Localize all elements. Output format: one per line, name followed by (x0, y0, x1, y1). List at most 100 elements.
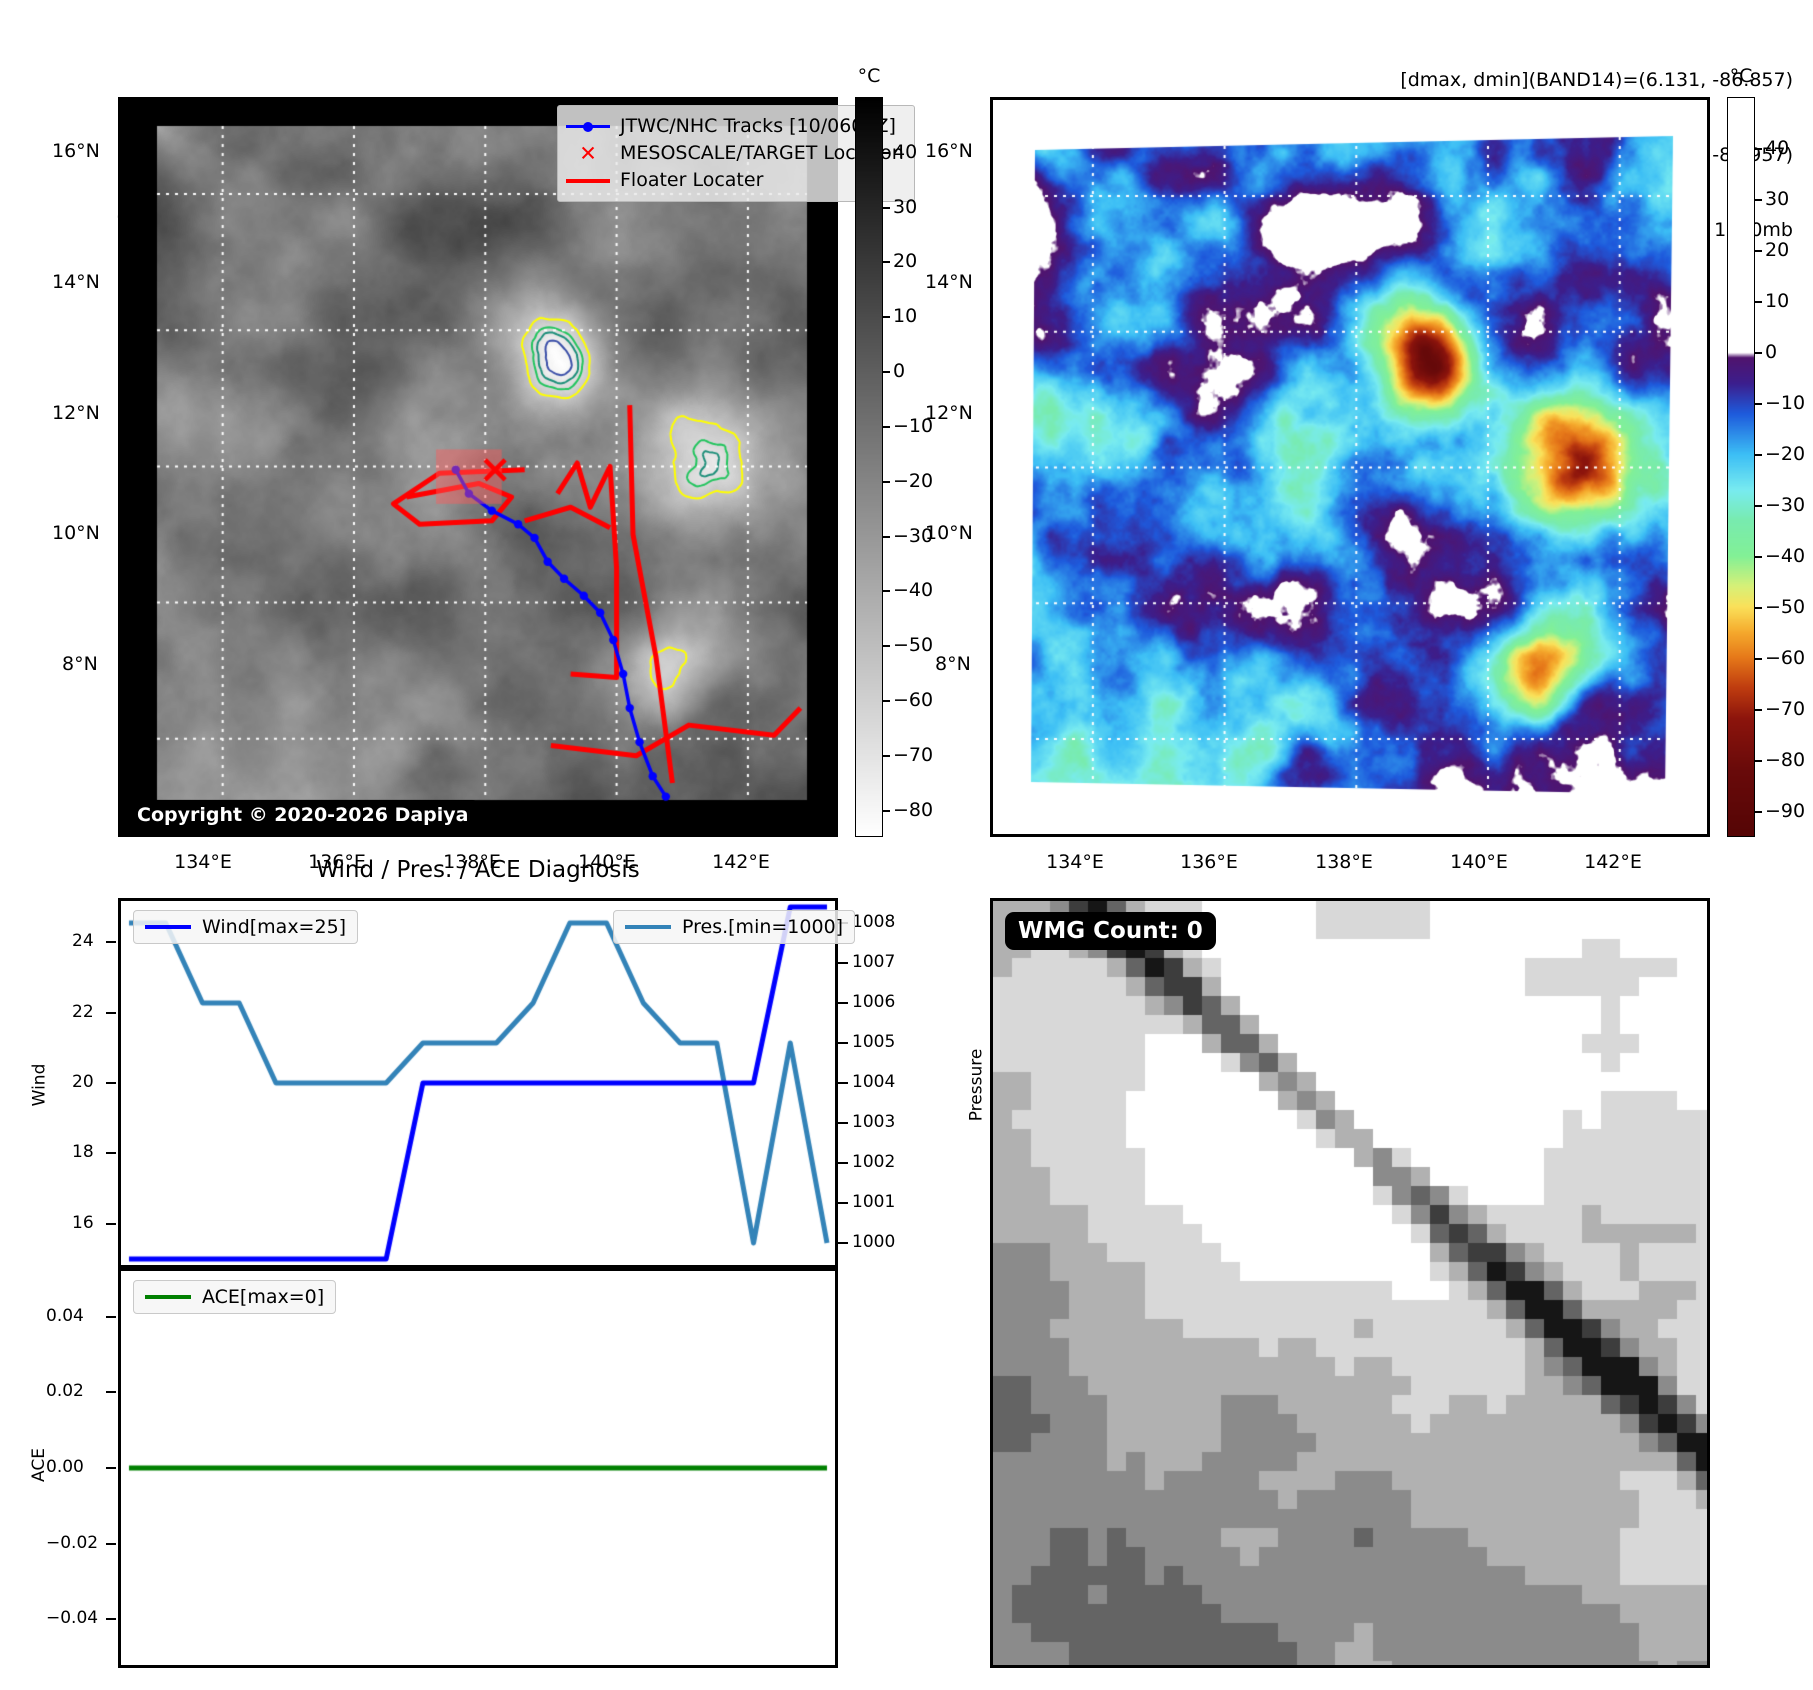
colorbar-tick-label: −50 (882, 634, 934, 657)
colorbar-tick-label: −60 (882, 688, 934, 711)
wind-tick-label: 22 (72, 1001, 94, 1022)
colorbar-gradient (855, 97, 883, 837)
wind-tick-label: 24 (72, 931, 94, 952)
wmg-count-badge: WMG Count: 0 (1005, 912, 1216, 950)
track-line-icon (566, 118, 610, 136)
ace-legend: ACE[max=0] (133, 1280, 337, 1314)
pressure-tick-mark (838, 962, 848, 964)
wind-tick-mark (106, 941, 116, 944)
legend-label: MESOSCALE/TARGET Location (620, 142, 904, 164)
awv-enhanced-panel[interactable] (990, 97, 1710, 837)
pressure-tick-mark (838, 1002, 848, 1004)
pressure-tick-label: 1002 (852, 1152, 896, 1172)
colorbar-tick-label: −10 (1754, 392, 1806, 415)
wind-axis-label: Wind (29, 1063, 50, 1107)
colorbar-tick-label: 0 (882, 360, 906, 383)
legend-row-floater: Floater Locater (566, 167, 904, 194)
ace-axis-label: ACE (28, 1448, 49, 1482)
colorbar-ticks: 40 30 20 10 0 −10 −20 −30 −40 −50 −60 −70 −80 (882, 97, 953, 837)
wind-pressure-chart[interactable] (118, 898, 838, 1268)
lat-tick: 12°N (925, 402, 973, 424)
colorbar-gradient (1727, 97, 1755, 837)
band14-colorbar: °C 40 30 20 10 0 −10 −20 −30 −40 −50 −60 −70 −80 (855, 65, 933, 837)
pressure-tick-label: 1006 (852, 992, 896, 1012)
ace-tick-mark (106, 1315, 116, 1318)
lon-tick: 138°E (1315, 851, 1373, 873)
chart-title: Wind / Pres. / ACE Diagnosis (316, 857, 640, 883)
ace-tick-label: 0.04 (46, 1305, 84, 1326)
ace-tick-label: −0.02 (46, 1532, 99, 1553)
ace-chart[interactable] (118, 1268, 838, 1668)
colorbar-tick-label: −70 (1754, 698, 1806, 721)
colorbar-tick-label: −10 (882, 414, 934, 437)
lat-tick: 14°N (52, 271, 100, 293)
copyright-badge: Copyright © 2020-2026 Dapiya (128, 800, 478, 830)
colorbar-units: °C (857, 65, 881, 87)
wmg-panel[interactable] (990, 898, 1710, 1668)
awv-enhanced-image[interactable] (993, 100, 1707, 834)
meta-band14: [dmax, dmin](BAND14)=(6.131, -86.857) (1400, 69, 1793, 91)
colorbar-tick-label: −30 (1754, 494, 1806, 517)
wind-tick-mark (106, 1082, 116, 1084)
wind-tick-mark (106, 1152, 116, 1155)
colorbar-tick-label: −60 (1754, 647, 1806, 670)
lon-tick: 136°E (1180, 851, 1238, 873)
band14-ir-panel[interactable] (118, 97, 838, 837)
colorbar-tick-label: −30 (882, 524, 934, 547)
ace-color-swatch (145, 1295, 191, 1299)
ace-tick-mark (106, 1618, 116, 1621)
lat-tick: 8°N (62, 653, 98, 675)
pressure-tick-label: 1000 (852, 1232, 896, 1252)
pressure-color-swatch (625, 925, 671, 929)
colorbar-tick-label: 10 (882, 305, 918, 328)
colorbar-tick-label: −50 (1754, 596, 1806, 619)
lon-tick: 140°E (578, 851, 636, 873)
pressure-legend: Pres.[min=1000] (613, 910, 856, 944)
ace-tick-label: 0.02 (46, 1381, 84, 1402)
legend-label: Floater Locater (620, 169, 764, 191)
pressure-tick-mark (838, 1162, 848, 1164)
ace-tick-mark (106, 1467, 116, 1469)
lon-tick: 134°E (174, 851, 232, 873)
pressure-tick-label: 1003 (852, 1112, 896, 1132)
colorbar-tick-label: −20 (882, 469, 934, 492)
ace-tick-mark (106, 1391, 116, 1394)
pressure-tick-label: 1001 (852, 1192, 896, 1212)
legend-label: Wind[max=25] (202, 916, 347, 938)
colorbar-tick-label: 30 (1754, 188, 1790, 211)
legend-row-tracks: JTWC/NHC Tracks [10/0600Z] (566, 113, 904, 140)
wind-tick-label: 18 (72, 1142, 94, 1163)
colorbar-tick-label: 40 (882, 140, 918, 163)
wind-tick-label: 20 (72, 1072, 94, 1092)
lon-tick: 136°E (308, 851, 366, 873)
pressure-tick-mark (838, 1082, 848, 1084)
pressure-tick-mark (838, 1202, 848, 1204)
wind-tick-label: 16 (72, 1212, 94, 1233)
lon-tick: 142°E (1584, 851, 1642, 873)
lon-tick: 142°E (712, 851, 770, 873)
lat-tick: 14°N (925, 271, 973, 293)
colorbar-tick-label: −40 (882, 579, 934, 602)
band14-ir-image[interactable] (121, 100, 835, 834)
colorbar-tick-label: 0 (1754, 341, 1778, 364)
x-marker-icon: ✕ (579, 141, 597, 165)
lat-tick: 16°N (52, 140, 100, 162)
pressure-tick-mark (838, 1242, 848, 1244)
legend-label: ACE[max=0] (202, 1286, 325, 1308)
colorbar-tick-label: 10 (1754, 290, 1790, 313)
lon-tick: 138°E (443, 851, 501, 873)
pressure-tick-mark (838, 1042, 848, 1044)
lat-tick: 10°N (925, 522, 973, 544)
colorbar-tick-label: 40 (1754, 137, 1790, 160)
colorbar-tick-label: 20 (1754, 239, 1790, 262)
colorbar-tick-label: −80 (882, 798, 934, 821)
colorbar-ticks: 40 30 20 10 0 −10 −20 −30 −40 −50 −60 −70 −80 −90 (1754, 97, 1813, 837)
wind-tick-mark (106, 1222, 116, 1225)
lat-tick: 16°N (925, 140, 973, 162)
wind-tick-mark (106, 1011, 116, 1014)
pressure-axis-label: Pressure (966, 1048, 987, 1122)
pressure-tick-label: 1007 (852, 952, 896, 972)
wmg-image[interactable] (993, 901, 1707, 1665)
colorbar-tick-label: −20 (1754, 443, 1806, 466)
lon-tick: 140°E (1450, 851, 1508, 873)
